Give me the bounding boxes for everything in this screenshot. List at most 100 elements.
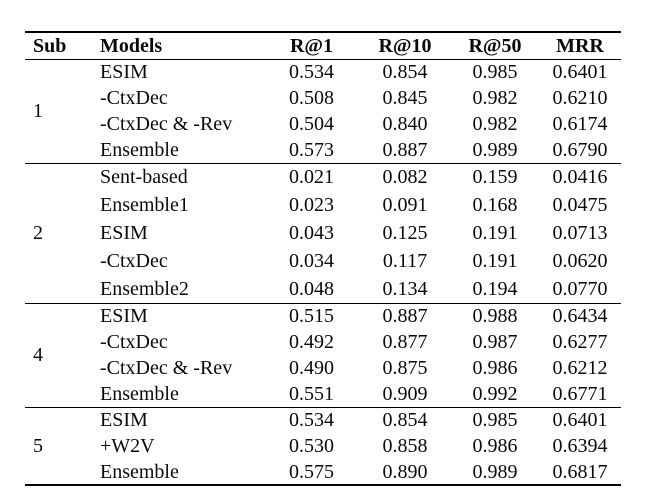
table-row: +W2V 0.530 0.858 0.986 0.6394	[25, 433, 621, 459]
r-at-1-value: 0.023	[289, 194, 334, 216]
r-at-10-value: 0.854	[359, 406, 451, 433]
table-row: Ensemble2 0.048 0.134 0.194 0.0770	[25, 275, 621, 303]
r-at-50-value: 0.989	[472, 460, 518, 483]
r-at-10-value: 0.117	[382, 250, 428, 272]
r-at-10-value: 0.854	[359, 58, 451, 85]
r-at-10-value: 0.125	[382, 222, 428, 244]
r-at-50-value: 0.191	[472, 222, 518, 244]
header-mrr: MRR	[539, 32, 621, 60]
r-at-1-value: 0.034	[289, 250, 334, 272]
model-name: -CtxDec	[100, 331, 168, 353]
table-row: Ensemble 0.573 0.887 0.989 0.6790	[25, 137, 621, 163]
r-at-1-value: 0.534	[264, 58, 359, 85]
model-name: -CtxDec & -Rev	[100, 357, 233, 379]
mrr-value: 0.6790	[552, 138, 608, 161]
mrr-value: 0.6401	[539, 406, 621, 433]
table-row: Ensemble1 0.023 0.091 0.168 0.0475	[25, 191, 621, 219]
r-at-1-value: 0.551	[289, 382, 334, 405]
table-row: Ensemble 0.551 0.909 0.992 0.6771	[25, 381, 621, 407]
r-at-10-value: 0.877	[382, 331, 428, 353]
header-r-at-50: R@50	[451, 32, 539, 60]
model-name: Ensemble	[100, 138, 179, 161]
table-row: -CtxDec & -Rev 0.504 0.840 0.982 0.6174	[25, 111, 621, 137]
r-at-10-value: 0.840	[382, 113, 428, 135]
table-row: -CtxDec 0.508 0.845 0.982 0.6210	[25, 85, 621, 111]
r-at-1-value: 0.504	[289, 113, 334, 135]
r-at-10-value: 0.887	[359, 302, 451, 329]
r-at-1-value: 0.575	[289, 460, 334, 483]
r-at-1-value: 0.490	[289, 357, 334, 379]
model-name: ESIM	[90, 58, 264, 85]
r-at-50-value: 0.992	[472, 382, 518, 405]
mrr-value: 0.6771	[552, 382, 608, 405]
r-at-10-value: 0.875	[382, 357, 428, 379]
mrr-value: 0.6394	[552, 435, 608, 457]
r-at-50-value: 0.989	[472, 138, 518, 161]
table-section-1: 1 ESIM 0.534 0.854 0.985 0.6401 -CtxDec 0.508 0.…	[25, 58, 621, 163]
model-name: -CtxDec	[100, 250, 168, 272]
r-at-50-value: 0.194	[472, 277, 518, 300]
r-at-50-value: 0.986	[472, 435, 518, 457]
sub-number: 4	[25, 302, 90, 407]
r-at-50-value: 0.168	[472, 194, 518, 216]
r-at-50-value: 0.982	[472, 113, 518, 135]
model-name: Ensemble	[100, 382, 179, 405]
header-sub: Sub	[25, 32, 90, 60]
header-models: Models	[90, 32, 264, 60]
results-table: Sub Models R@1 R@10 R@50 MRR 1 ESIM 0.534 0…	[25, 31, 621, 486]
mrr-value: 0.0416	[539, 162, 621, 191]
table-header: Sub Models R@1 R@10 R@50 MRR	[25, 32, 621, 60]
model-name: Ensemble1	[100, 194, 189, 216]
r-at-50-value: 0.988	[451, 302, 539, 329]
model-name: Ensemble2	[100, 277, 189, 300]
model-name: +W2V	[100, 435, 155, 457]
mrr-value: 0.0475	[552, 194, 608, 216]
r-at-50-value: 0.191	[472, 250, 518, 272]
mrr-value: 0.0620	[552, 250, 608, 272]
table-row: -CtxDec & -Rev 0.490 0.875 0.986 0.6212	[25, 355, 621, 381]
r-at-10-value: 0.887	[382, 138, 428, 161]
r-at-10-value: 0.858	[382, 435, 428, 457]
model-name: Ensemble	[100, 460, 179, 483]
table-row: -CtxDec 0.034 0.117 0.191 0.0620	[25, 247, 621, 275]
r-at-10-value: 0.134	[382, 277, 428, 300]
model-name: -CtxDec	[100, 87, 168, 109]
model-name: -CtxDec & -Rev	[100, 113, 233, 135]
r-at-1-value: 0.530	[289, 435, 334, 457]
r-at-50-value: 0.985	[451, 406, 539, 433]
table-row: 1 ESIM 0.534 0.854 0.985 0.6401	[25, 58, 621, 163]
table-row: 5 ESIM 0.534 0.854 0.985 0.6401	[25, 406, 621, 485]
table-section-5: 5 ESIM 0.534 0.854 0.985 0.6401 +W2V 0.530 0.858…	[25, 406, 621, 485]
r-at-10-value: 0.909	[382, 382, 428, 405]
mrr-value: 0.0713	[552, 222, 608, 244]
table-section-2: 2 Sent-based 0.021 0.082 0.159 0.0416 Ensemble…	[25, 162, 621, 303]
model-name: ESIM	[90, 302, 264, 329]
table-row: ESIM 0.043 0.125 0.191 0.0713	[25, 219, 621, 247]
table-row: 2 Sent-based 0.021 0.082 0.159 0.0416	[25, 162, 621, 303]
r-at-50-value: 0.987	[472, 331, 518, 353]
r-at-10-value: 0.082	[359, 162, 451, 191]
r-at-50-value: 0.982	[472, 87, 518, 109]
mrr-value: 0.6174	[552, 113, 608, 135]
table-row: Ensemble 0.575 0.890 0.989 0.6817	[25, 459, 621, 485]
r-at-10-value: 0.890	[382, 460, 428, 483]
r-at-1-value: 0.534	[264, 406, 359, 433]
table-header-row: Sub Models R@1 R@10 R@50 MRR	[25, 32, 621, 60]
table-row: -CtxDec 0.492 0.877 0.987 0.6277	[25, 329, 621, 355]
model-name: ESIM	[90, 406, 264, 433]
r-at-50-value: 0.986	[472, 357, 518, 379]
r-at-1-value: 0.043	[289, 222, 334, 244]
mrr-value: 0.6434	[539, 302, 621, 329]
mrr-value: 0.6212	[552, 357, 608, 379]
header-r-at-10: R@10	[359, 32, 451, 60]
model-name: ESIM	[100, 222, 148, 244]
mrr-value: 0.6277	[552, 331, 608, 353]
r-at-1-value: 0.515	[264, 302, 359, 329]
r-at-1-value: 0.021	[264, 162, 359, 191]
mrr-value: 0.6817	[552, 460, 608, 483]
r-at-1-value: 0.573	[289, 138, 334, 161]
table-section-4: 4 ESIM 0.515 0.887 0.988 0.6434 -CtxDec 0.492 0.…	[25, 302, 621, 407]
r-at-50-value: 0.985	[451, 58, 539, 85]
model-name: Sent-based	[90, 162, 264, 191]
r-at-1-value: 0.048	[289, 277, 334, 300]
